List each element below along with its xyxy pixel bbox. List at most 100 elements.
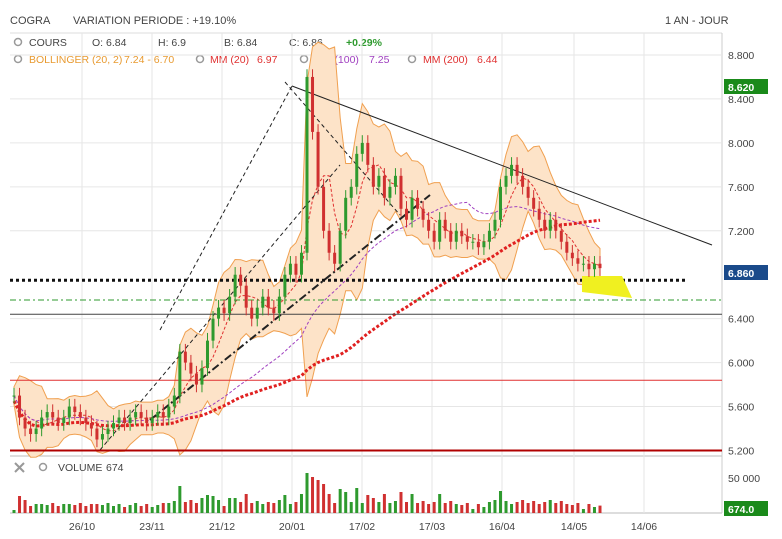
- volume-bar: [189, 500, 193, 513]
- volume-bar: [67, 504, 71, 513]
- volume-bar: [62, 504, 66, 513]
- candle-body: [299, 252, 303, 275]
- candle-body: [189, 362, 193, 374]
- symbol-label: COGRA: [10, 15, 51, 27]
- x-tick-label: 20/01: [279, 521, 305, 533]
- volume-bar: [200, 498, 204, 513]
- variation-label: VARIATION PERIODE : +19.10%: [73, 15, 236, 27]
- candle-body: [405, 208, 409, 220]
- candle-body: [421, 208, 425, 220]
- mm200-legend: MM (200): [423, 54, 468, 66]
- candle-body: [344, 197, 348, 231]
- highlight-marker: [582, 276, 632, 298]
- candle-body: [393, 175, 397, 187]
- volume-bar: [416, 503, 420, 513]
- volume-bar: [581, 509, 585, 513]
- bollinger-legend: BOLLINGER (20, 2): [29, 54, 122, 66]
- volume-bar: [405, 502, 409, 513]
- candle-body: [338, 230, 342, 264]
- gear-icon[interactable]: [299, 54, 309, 64]
- candle-body: [100, 434, 104, 440]
- volume-bar: [410, 494, 414, 513]
- volume-bar: [526, 503, 530, 513]
- candle-body: [73, 406, 77, 413]
- close-icon[interactable]: [14, 462, 25, 473]
- candle-body: [239, 274, 243, 286]
- gear-icon[interactable]: [38, 462, 48, 472]
- candle-body: [360, 142, 364, 154]
- low-value: B: 6.84: [224, 37, 257, 49]
- mm100-line: [13, 201, 601, 422]
- candle-body: [95, 428, 99, 440]
- candle-body: [18, 395, 22, 418]
- volume-bar: [45, 505, 49, 513]
- volume-bar: [443, 503, 447, 513]
- candle-body: [537, 208, 541, 220]
- mm20-value: 6.97: [257, 54, 278, 66]
- candle-body: [570, 252, 574, 259]
- trend-line: [99, 164, 341, 451]
- volume-bar: [559, 501, 563, 513]
- volume-bar: [432, 502, 436, 513]
- candle-body: [139, 412, 143, 418]
- candle-body: [333, 252, 337, 264]
- candle-body: [112, 423, 116, 429]
- volume-bar: [482, 507, 486, 513]
- volume-bar: [327, 494, 331, 513]
- volume-bar: [73, 505, 77, 513]
- candle-body: [172, 395, 176, 407]
- volume-bar: [399, 492, 403, 513]
- volume-bar: [100, 505, 104, 513]
- candle-body: [29, 428, 33, 435]
- volume-bar: [355, 488, 359, 513]
- volume-bar: [222, 506, 226, 513]
- trend-line: [291, 85, 713, 246]
- volume-bar: [338, 489, 342, 513]
- volume-bar: [128, 505, 132, 513]
- volume-bar: [23, 500, 27, 513]
- candle-body: [482, 241, 486, 248]
- volume-bar: [194, 503, 198, 513]
- candle-body: [106, 428, 110, 435]
- volume-bar: [29, 506, 33, 513]
- bollinger-values: 7.24 - 6.70: [124, 54, 174, 66]
- open-value: O: 6.84: [92, 37, 127, 49]
- candle-body: [327, 230, 331, 253]
- period-selector[interactable]: 1 AN - JOUR: [665, 15, 729, 27]
- gear-icon[interactable]: [407, 54, 417, 64]
- x-tick-label: 23/11: [139, 521, 165, 533]
- x-tick-label: 26/10: [69, 521, 95, 533]
- volume-bar: [294, 502, 298, 513]
- high-price-badge-bg: [724, 79, 768, 94]
- volume-bar: [217, 500, 221, 513]
- volume-bar: [515, 502, 519, 513]
- x-tick-label: 21/12: [209, 521, 235, 533]
- candle-body: [559, 230, 563, 242]
- volume-bar: [344, 492, 348, 513]
- candle-body: [56, 417, 60, 424]
- x-tick-label: 14/05: [561, 521, 587, 533]
- candle-body: [349, 186, 353, 198]
- candle-body: [78, 412, 82, 418]
- volume-bar: [366, 495, 370, 513]
- volume-legend: VOLUME: [58, 462, 102, 474]
- volume-bar: [554, 503, 558, 513]
- gear-icon[interactable]: [13, 54, 23, 64]
- volume-bar: [156, 505, 160, 513]
- volume-bar: [51, 503, 55, 513]
- gear-icon[interactable]: [13, 37, 23, 47]
- mm20-legend: MM (20): [210, 54, 249, 66]
- candle-body: [322, 186, 326, 231]
- volume-bar: [145, 504, 149, 513]
- candle-body: [598, 263, 602, 269]
- gear-icon[interactable]: [195, 54, 205, 64]
- volume-badge-bg: [724, 501, 768, 516]
- candle-body: [45, 412, 49, 418]
- candle-body: [581, 263, 585, 265]
- candle-body: [504, 175, 508, 187]
- volume-bar: [95, 504, 99, 513]
- volume-bar: [78, 503, 82, 513]
- candle-body: [89, 423, 93, 429]
- y-tick-label: 8.400: [728, 94, 754, 106]
- candle-body: [205, 340, 209, 369]
